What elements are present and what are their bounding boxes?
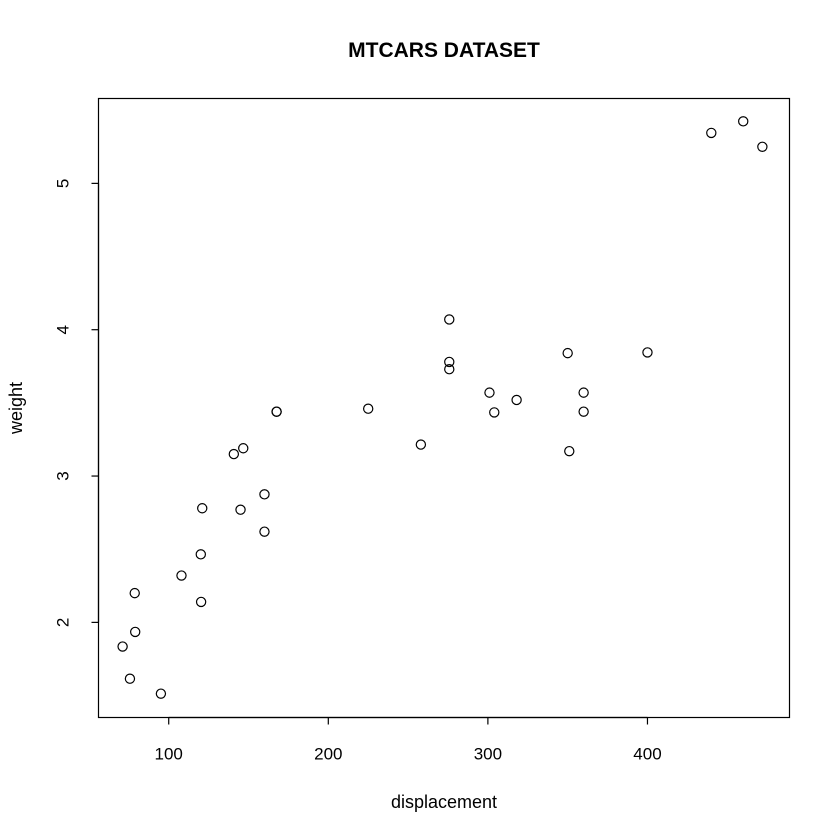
y-tick-label: 3	[54, 471, 73, 480]
data-point	[197, 503, 208, 514]
data-point	[195, 549, 206, 560]
data-point	[511, 394, 522, 406]
data-point	[235, 504, 246, 515]
plot-frame	[97, 97, 791, 719]
data-point	[578, 406, 589, 417]
data-point	[578, 387, 589, 398]
x-tick-label: 400	[633, 745, 661, 764]
y-axis: 2 3 4 5	[54, 179, 100, 627]
x-tick-label: 200	[314, 745, 342, 764]
y-tick-label: 2	[54, 618, 73, 627]
data-point	[706, 127, 717, 139]
data-point	[489, 407, 500, 418]
data-point	[130, 626, 141, 638]
data-point	[259, 489, 270, 500]
data-point	[484, 387, 495, 398]
data-point	[642, 347, 653, 358]
data-point	[564, 445, 575, 457]
data-point	[444, 356, 455, 368]
data-point	[444, 364, 455, 375]
data-point	[124, 673, 136, 684]
data-point	[129, 587, 140, 599]
data-point	[155, 688, 167, 699]
data-point	[415, 439, 427, 450]
chart-title: MTCARS DATASET	[348, 39, 540, 62]
y-axis-label: weight	[6, 382, 26, 435]
x-axis: 100 200 300 400	[155, 716, 662, 764]
x-axis-label: displacement	[391, 792, 497, 812]
y-tick-label: 5	[54, 179, 73, 188]
data-point	[444, 314, 455, 325]
x-tick-label: 100	[155, 745, 183, 764]
data-point	[176, 570, 187, 581]
data-point	[238, 443, 249, 454]
data-point	[195, 596, 207, 608]
x-tick-label: 300	[474, 745, 502, 764]
data-point	[117, 641, 128, 652]
data-points	[117, 116, 768, 699]
data-point	[757, 141, 768, 152]
data-point	[259, 526, 270, 537]
data-point	[228, 448, 240, 460]
data-point	[271, 406, 282, 417]
data-point	[362, 403, 374, 414]
data-point	[738, 116, 749, 127]
data-point	[562, 347, 573, 359]
y-tick-label: 4	[54, 325, 73, 334]
